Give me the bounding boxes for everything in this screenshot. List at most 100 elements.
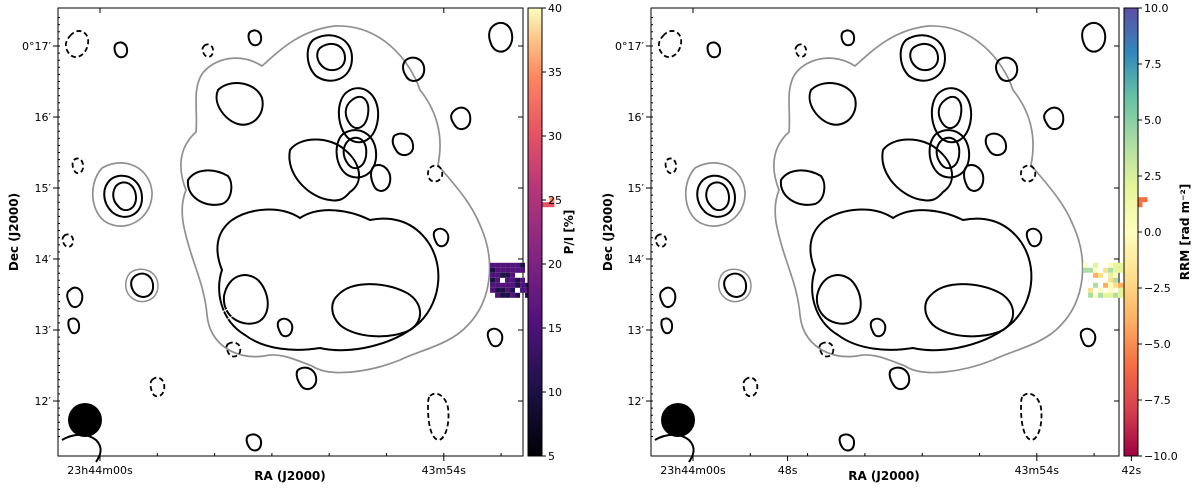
colorbar-tick-label: −7.5 xyxy=(1144,394,1171,407)
colorbar-tick-label: 2.5 xyxy=(1144,170,1162,183)
data-pixel xyxy=(510,267,516,273)
colorbar xyxy=(527,7,543,457)
data-pixel xyxy=(500,262,506,268)
y-tick-label: 14′ xyxy=(35,253,52,266)
data-pixel xyxy=(520,287,526,293)
colorbar-label: P/I [%] xyxy=(562,210,576,255)
data-pixel xyxy=(1113,262,1119,268)
colorbar-tick-label: 35 xyxy=(548,66,562,79)
y-tick-label: 16′ xyxy=(628,111,645,124)
data-pixel xyxy=(520,277,526,283)
data-pixel xyxy=(1108,272,1114,278)
data-pixel xyxy=(1118,282,1124,288)
data-pixel xyxy=(1108,292,1114,298)
y-axis-label: Dec (J2000) xyxy=(7,193,21,271)
y-axis-label: Dec (J2000) xyxy=(601,193,615,271)
colorbar-label: RRM [rad m⁻²] xyxy=(1178,184,1192,280)
polarization-vector xyxy=(237,305,263,319)
data-pixel xyxy=(495,267,501,273)
data-pixel xyxy=(490,272,496,278)
data-pixel xyxy=(1103,292,1109,298)
data-pixel xyxy=(1103,267,1109,273)
polarization-vector xyxy=(339,311,359,317)
data-pixel xyxy=(500,267,506,273)
polarization-vector xyxy=(225,305,251,321)
data-pixel xyxy=(1108,282,1114,288)
x-tick-label: 23h44m00s xyxy=(67,464,133,477)
x-tick-label: 42s xyxy=(1122,464,1142,477)
data-pixel xyxy=(505,282,511,288)
polarization-vectors xyxy=(221,299,359,321)
y-tick-label: 12′ xyxy=(35,395,52,408)
colorbar-tick-label: −2.5 xyxy=(1144,282,1171,295)
colorbar-tick-label: 20 xyxy=(548,258,562,271)
colorbar xyxy=(1123,7,1139,457)
y-tick-label: 15′ xyxy=(628,182,645,195)
data-pixel xyxy=(1083,262,1089,268)
data-pixel xyxy=(505,272,511,278)
data-pixel xyxy=(1108,277,1114,283)
colorbar-tick-label: −5.0 xyxy=(1144,338,1171,351)
data-pixel xyxy=(495,272,501,278)
x-axis-label: RA (J2000) xyxy=(254,469,326,483)
colorbar-tick-label: 15 xyxy=(548,322,562,335)
data-pixel xyxy=(505,262,511,268)
data-pixel xyxy=(1103,282,1109,288)
data-pixel xyxy=(510,272,516,278)
colorbar-tick-label: 0.0 xyxy=(1144,226,1162,239)
data-pixel xyxy=(1083,267,1089,273)
data-pixel xyxy=(520,282,526,288)
y-tick-label: 0°17′ xyxy=(615,40,644,53)
data-pixel xyxy=(510,262,516,268)
data-pixel xyxy=(515,267,521,273)
plot-area xyxy=(57,7,524,457)
colorbar-tick-label: 10 xyxy=(548,386,562,399)
data-pixel xyxy=(495,262,501,268)
data-pixel xyxy=(490,262,496,268)
data-pixel xyxy=(1137,202,1143,208)
data-pixel xyxy=(1108,262,1114,268)
data-pixel xyxy=(490,282,496,288)
data-pixel xyxy=(1098,287,1104,293)
data-pixel xyxy=(520,267,526,273)
data-pixel xyxy=(505,267,511,273)
y-tick-label: 14′ xyxy=(628,253,645,266)
x-axis-label: RA (J2000) xyxy=(848,469,920,483)
data-pixel xyxy=(510,277,516,283)
data-pixel xyxy=(1108,287,1114,293)
data-pixel xyxy=(500,272,506,278)
data-pixel xyxy=(1088,287,1094,293)
data-pixel xyxy=(490,267,496,273)
panel-rrm: 23h44m00s 43m54s 48s 42s 0°17′ 16′ 15′ 14′ 13′ 1… xyxy=(601,2,1192,483)
data-pixel xyxy=(495,282,501,288)
y-tick-label: 12′ xyxy=(628,395,645,408)
data-pixel xyxy=(495,287,501,293)
data-pixel xyxy=(1113,267,1119,273)
data-pixel xyxy=(544,202,550,208)
data-pixel xyxy=(1113,292,1119,298)
data-pixel xyxy=(495,277,501,283)
data-pixel xyxy=(500,292,506,298)
data-pixel xyxy=(505,277,511,283)
y-tick-label: 15′ xyxy=(35,182,52,195)
data-pixel xyxy=(1093,262,1099,268)
data-pixel xyxy=(1113,272,1119,278)
panel-polarization-fraction: 23h44m00s 43m54s 48s 42s 0°17′ 16′ 15′ 14′ 13′ 1… xyxy=(7,2,1142,483)
data-pixel xyxy=(515,277,521,283)
data-pixel xyxy=(505,287,511,293)
data-pixel xyxy=(515,262,521,268)
colorbar-tick-label: −10.0 xyxy=(1144,450,1178,463)
data-pixel xyxy=(1137,197,1143,203)
x-tick-label: 43m54s xyxy=(1015,464,1060,477)
data-pixel xyxy=(500,282,506,288)
y-tick-label: 16′ xyxy=(35,111,52,124)
y-tick-label: 13′ xyxy=(628,324,645,337)
data-pixel xyxy=(515,292,521,298)
data-pixel xyxy=(1118,267,1124,273)
y-tick-label: 13′ xyxy=(35,324,52,337)
colorbar-ticks: 10.0 7.5 5.0 2.5 0.0 −2.5 −5.0 −7.5 −10.0 xyxy=(1138,2,1178,463)
colorbar-tick-label: 30 xyxy=(548,130,562,143)
